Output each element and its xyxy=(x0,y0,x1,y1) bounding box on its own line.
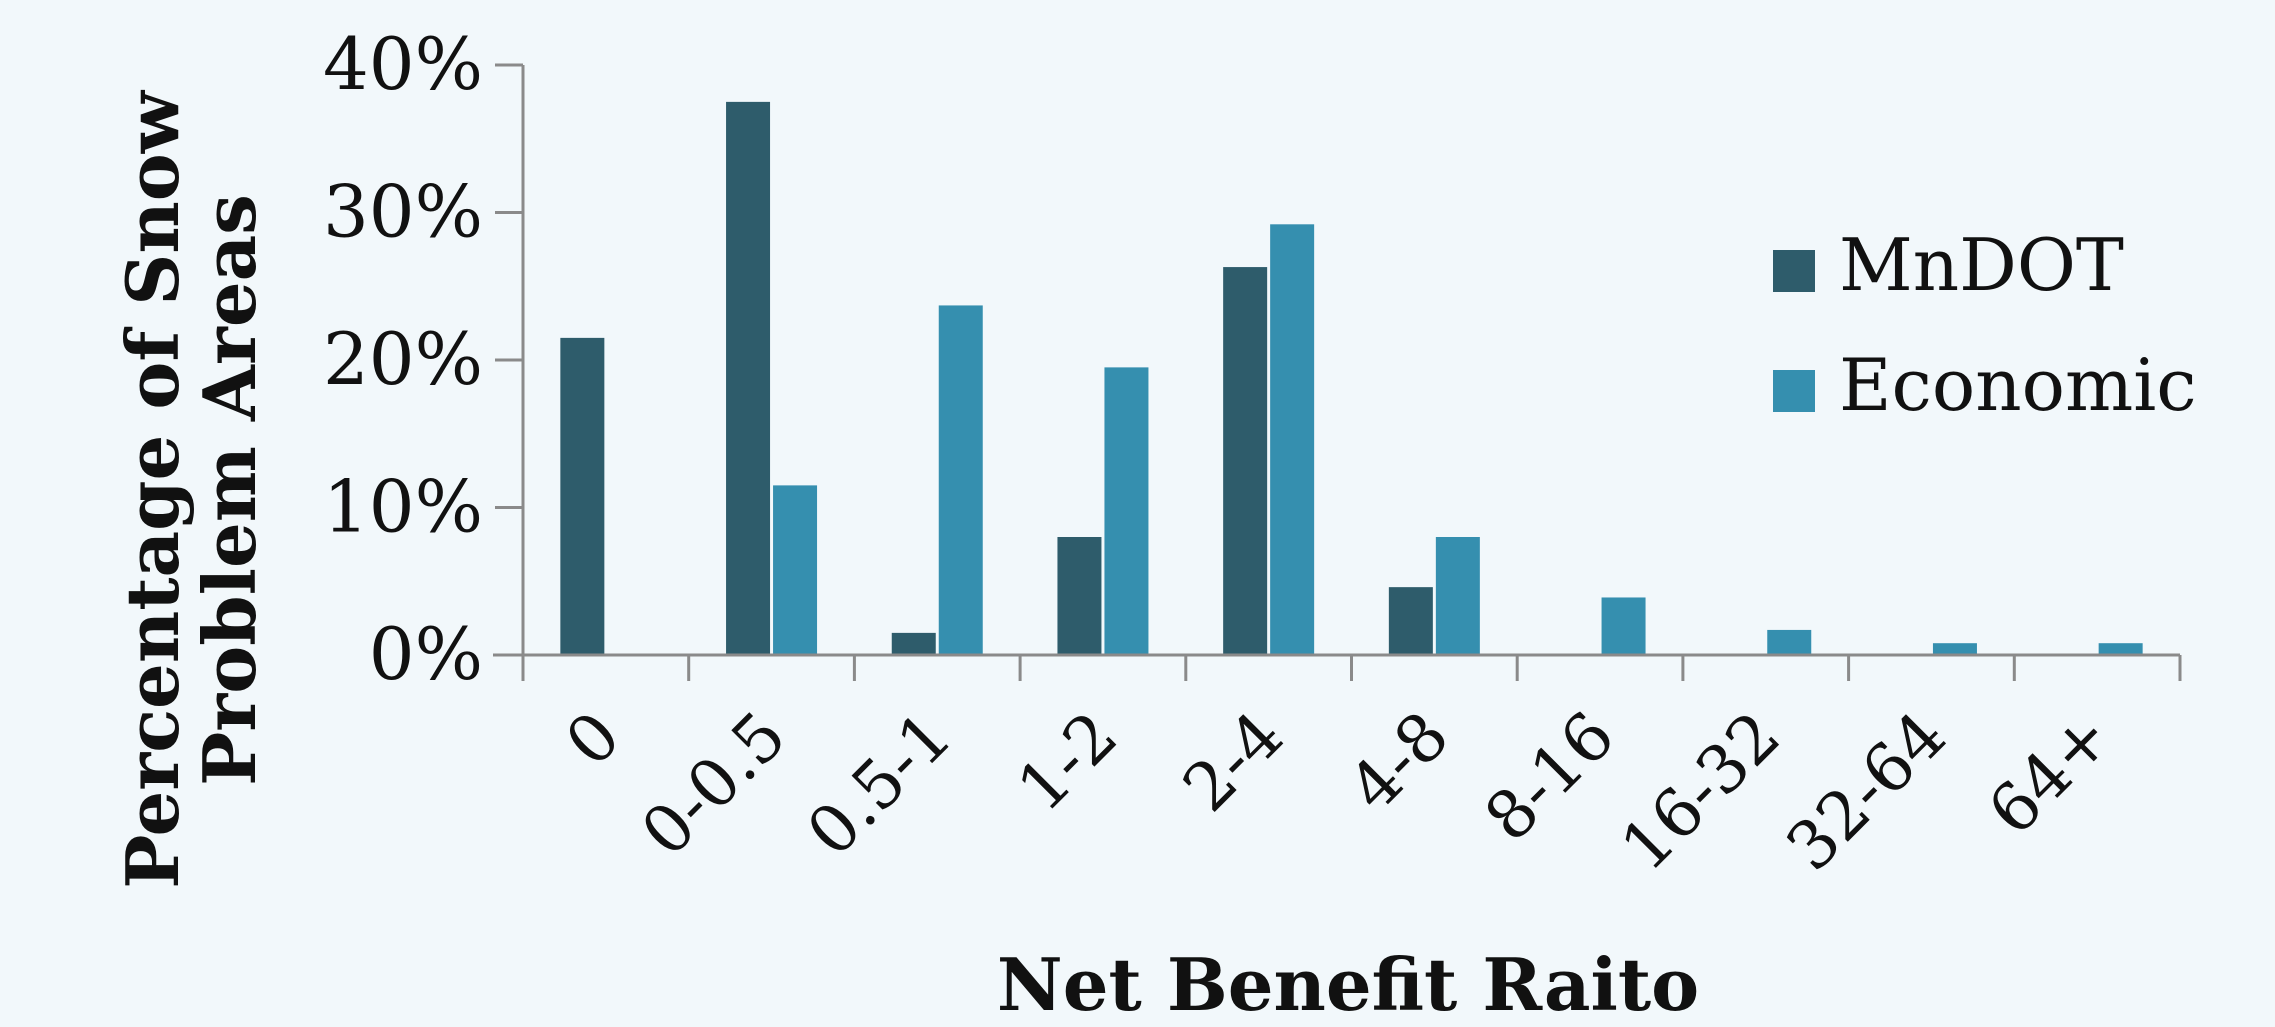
legend-label-economic: Economic xyxy=(1839,343,2197,427)
bar-mndot-0-0.5 xyxy=(726,101,771,655)
x-category-label: 0.5-1 xyxy=(792,697,966,871)
bar-mndot-0 xyxy=(560,337,605,655)
bar-economic-32-64 xyxy=(1932,643,1977,655)
bar-economic-0.5-1 xyxy=(938,305,983,655)
bar-economic-1-2 xyxy=(1104,367,1149,655)
x-category-label: 1-2 xyxy=(1003,697,1133,827)
x-category-label: 0-0.5 xyxy=(627,697,801,871)
legend-label-mndot: MnDOT xyxy=(1839,223,2124,307)
legend-swatch-economic xyxy=(1773,370,1815,412)
y-axis-title-line-1: Percentage of Snow xyxy=(110,89,195,889)
bar-mndot-2-4 xyxy=(1223,267,1268,655)
bar-mndot-4-8 xyxy=(1388,587,1433,655)
y-ticks-group: 0% 10% 20% 30% 40% xyxy=(323,22,523,696)
x-category-label: 64+ xyxy=(1974,697,2127,850)
legend: MnDOT Economic xyxy=(1773,223,2197,427)
x-category-label: 16-32 xyxy=(1606,697,1795,886)
bar-economic-64+ xyxy=(2098,643,2143,655)
bar-economic-2-4 xyxy=(1270,224,1315,656)
y-tick-label: 0% xyxy=(369,612,483,696)
x-category-label: 0 xyxy=(551,697,635,781)
bar-economic-0-0.5 xyxy=(773,485,818,655)
bars-group xyxy=(560,101,2143,656)
legend-swatch-mndot xyxy=(1773,250,1815,292)
y-axis-title-line-2: Problem Areas xyxy=(187,194,272,786)
bar-economic-8-16 xyxy=(1601,597,1646,655)
y-tick-label: 40% xyxy=(323,22,483,106)
x-category-label: 4-8 xyxy=(1334,697,1464,827)
x-category-label: 32-64 xyxy=(1772,697,1961,886)
bar-economic-16-32 xyxy=(1767,629,1812,655)
x-category-label: 2-4 xyxy=(1168,697,1298,827)
bar-mndot-1-2 xyxy=(1057,537,1102,655)
y-tick-label: 30% xyxy=(323,170,483,254)
bar-economic-4-8 xyxy=(1435,537,1480,655)
x-axis-title: Net Benefit Raito xyxy=(997,942,1699,1027)
y-tick-label: 10% xyxy=(323,465,483,549)
x-category-label: 8-16 xyxy=(1470,697,1629,856)
bar-mndot-0.5-1 xyxy=(891,632,936,655)
y-tick-label: 20% xyxy=(323,317,483,401)
